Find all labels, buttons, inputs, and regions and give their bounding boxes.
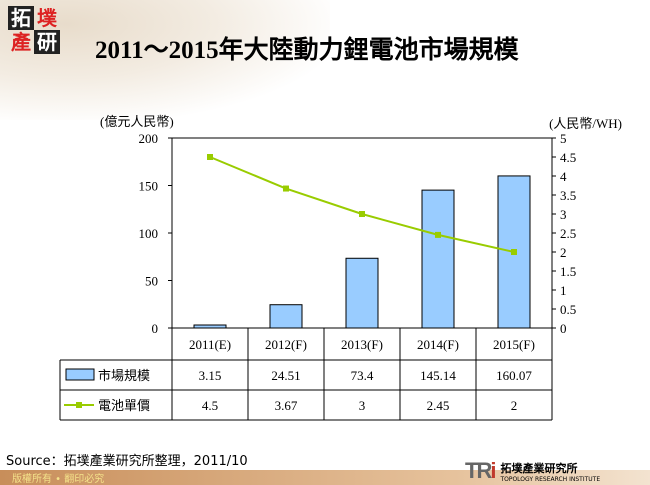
page-title: 2011～2015年大陸動力鋰電池市場規模	[95, 37, 519, 64]
right-tick-label: 4	[560, 169, 567, 184]
left-tick-label: 50	[145, 274, 158, 289]
table-cell: 2	[511, 398, 518, 413]
right-tick-label: 5	[560, 131, 567, 146]
table-cell: 4.5	[202, 398, 218, 413]
line-point	[435, 231, 441, 238]
brand-cn: 拓墣產業研究所	[500, 461, 578, 475]
bar	[421, 189, 455, 329]
right-tick-label: 2	[560, 245, 567, 260]
tri-logo: TRi 拓墣產業研究所 TOPOLOGY RESEARCH INSTITUTE	[465, 458, 600, 484]
line-point	[511, 249, 517, 255]
table-cell: 73.4	[351, 368, 374, 383]
logo: 拓 墣 產 研	[8, 6, 60, 54]
right-axis-label: (人民幣/WH)	[549, 116, 622, 131]
bar	[269, 304, 303, 329]
table-cell: 3	[359, 398, 366, 413]
left-tick-label: 200	[139, 131, 159, 146]
right-tick-label: 0	[560, 321, 567, 336]
table-cell: 2.45	[427, 398, 450, 413]
category-label: 2011(E)	[189, 337, 231, 352]
table-cell: 145.14	[420, 368, 456, 383]
right-tick-label: 1.5	[560, 264, 576, 279]
category-label: 2015(F)	[493, 337, 535, 352]
background-map	[0, 0, 330, 120]
brand-i: i	[490, 458, 496, 483]
category-label: 2014(F)	[417, 337, 459, 352]
line-point	[283, 185, 289, 192]
brand-en: TOPOLOGY RESEARCH INSTITUTE	[500, 475, 601, 483]
left-tick-label: 0	[152, 321, 159, 336]
right-tick-label: 3.5	[560, 188, 576, 203]
brand-mark: TR	[465, 458, 492, 483]
bar	[345, 257, 379, 329]
right-tick-label: 2.5	[560, 226, 576, 241]
table-cell: 160.07	[496, 368, 532, 383]
legend-line-marker	[76, 402, 82, 408]
legend-line-name: 電池單價	[98, 399, 150, 414]
copyright: 版權所有 • 翻印必究	[12, 474, 105, 485]
line-point	[359, 211, 365, 217]
line-point	[207, 154, 213, 160]
legend-bar-name: 市場規模	[98, 368, 150, 384]
left-axis-label: (億元人民幣)	[100, 114, 174, 129]
logo-char: 墣	[37, 6, 57, 30]
right-tick-label: 3	[560, 207, 567, 222]
logo-char: 研	[34, 30, 60, 54]
category-label: 2012(F)	[265, 337, 307, 352]
logo-char: 拓	[8, 6, 34, 30]
table-cell: 3.67	[275, 398, 298, 413]
table-cell: 3.15	[199, 368, 222, 383]
table-cell: 24.51	[271, 368, 300, 383]
footer-bar	[0, 470, 650, 485]
category-label: 2013(F)	[341, 337, 383, 352]
left-tick-label: 150	[139, 179, 159, 194]
right-tick-label: 1	[560, 283, 567, 298]
logo-char: 產	[11, 30, 31, 54]
right-tick-label: 0.5	[560, 302, 576, 317]
source-note: Source：拓墣產業研究所整理，2011/10	[6, 454, 248, 469]
legend-bar-swatch	[65, 368, 95, 381]
right-tick-label: 4.5	[560, 150, 576, 165]
price-line	[209, 156, 515, 253]
left-tick-label: 100	[139, 226, 159, 241]
